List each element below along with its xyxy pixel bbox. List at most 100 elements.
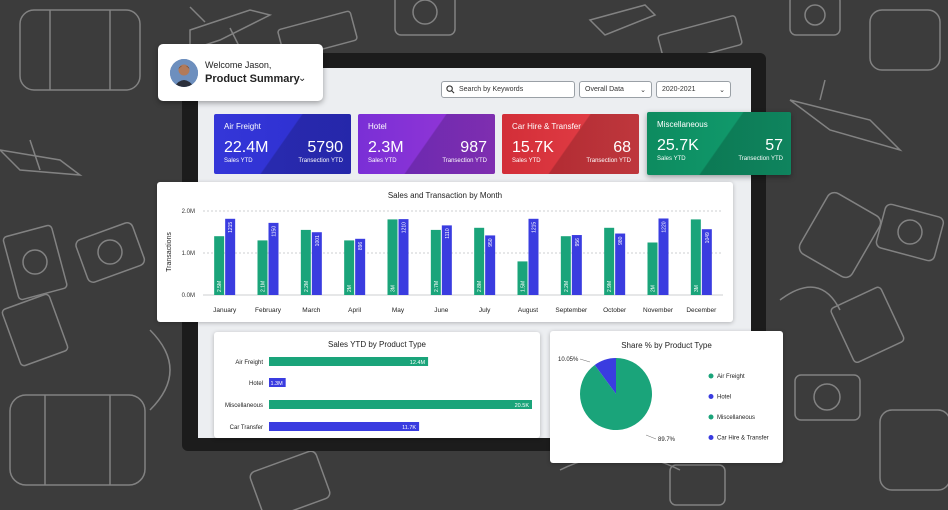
- x-tick-label: April: [348, 307, 362, 314]
- camera-icon: [75, 222, 146, 283]
- airplane-icon: [0, 139, 83, 176]
- sales-data-label: 2.5M: [217, 281, 223, 292]
- x-tick-label: June: [434, 307, 448, 314]
- kpi-sales-label: Sales YTD: [512, 158, 541, 164]
- y-tick-label: 1.0M: [182, 251, 195, 257]
- kpi-card-miscellaneous[interactable]: Miscellaneous 25.7K 57 Sales YTD Transec…: [647, 112, 791, 175]
- transaction-bar: [528, 218, 539, 295]
- transaction-data-label: 980: [618, 236, 624, 245]
- x-tick-label: May: [392, 307, 405, 314]
- sales-data-label: 2.7M: [434, 281, 440, 292]
- kpi-transaction-label: Transection YTD: [738, 156, 783, 162]
- user-avatar-icon: [170, 59, 198, 87]
- transaction-bar: [398, 219, 409, 295]
- kpi-card-car-hire[interactable]: Car Hire & Transfer 15.7K 68 Sales YTD T…: [502, 114, 639, 174]
- airplane-icon: [588, 4, 657, 36]
- share-pie-panel: Share % by Product Type 10.05% 89.7% Air F…: [550, 331, 783, 463]
- x-tick-label: August: [518, 307, 538, 314]
- luggage-tag-icon: [798, 191, 882, 279]
- kpi-card-air-freight[interactable]: Air Freight 22.4M 5790 Sales YTD Transec…: [214, 114, 351, 174]
- sales-bar: [300, 229, 311, 295]
- legend-marker: [708, 394, 714, 399]
- transaction-bar: [658, 218, 669, 295]
- passport-icon: [830, 286, 905, 364]
- legend-marker: [708, 414, 714, 420]
- value-bar: [269, 378, 286, 387]
- kpi-card-hotel[interactable]: Hotel 2.3M 987 Sales YTD Transection YTD: [358, 114, 495, 174]
- search-input[interactable]: Search by Keywords: [441, 81, 575, 98]
- monthly-bar-chart: Transactions 2.0M 1.0M 0.0M 2.5M 1215 January…: [166, 209, 723, 314]
- camera-icon: [875, 203, 945, 262]
- chevron-down-icon: ⌄: [640, 86, 646, 94]
- chart-title: Share % by Product Type: [621, 341, 712, 350]
- passport-icon: [1, 293, 69, 367]
- legend-marker: [708, 435, 714, 440]
- sales-by-product-chart: Air Freight 12.4M Hotel 1.3M Miscellaneous 20…: [225, 357, 532, 431]
- sales-data-label: 2M: [651, 285, 657, 292]
- transaction-bar: [441, 225, 452, 295]
- category-label: Hotel: [249, 381, 263, 387]
- transaction-bar: [485, 235, 496, 295]
- suitcase-icon: [869, 9, 941, 71]
- suitcase-icon: [9, 394, 146, 486]
- share-pie-chart: 10.05% 89.7% Air Freight Hotel Miscellaneous…: [558, 357, 769, 443]
- sales-bar: [430, 229, 441, 295]
- avatar[interactable]: [170, 59, 198, 87]
- kpi-transaction-value: 68: [613, 139, 631, 156]
- product-summary-title[interactable]: Product Summary: [205, 73, 300, 85]
- category-label: Car Transfer: [230, 425, 263, 431]
- sales-bar: [474, 227, 485, 295]
- chevron-down-icon[interactable]: ⌄: [298, 73, 307, 84]
- data-label: 11.7K: [402, 425, 416, 431]
- kpi-title: Air Freight: [224, 122, 261, 131]
- data-label: 1.3M: [270, 381, 283, 387]
- transaction-data-label: 1049: [705, 232, 711, 243]
- monthly-chart-panel: Sales and Transaction by Month Transacti…: [157, 182, 733, 322]
- legend-label: Miscellaneous: [717, 415, 755, 421]
- transaction-bar: [571, 235, 582, 295]
- transaction-bar: [355, 238, 366, 295]
- period-select[interactable]: 2020-2021 ⌄: [656, 81, 731, 98]
- airplane-icon: [789, 79, 903, 152]
- y-tick-label: 2.0M: [182, 209, 195, 215]
- transaction-data-label: 956: [575, 238, 581, 247]
- kpi-title: Car Hire & Transfer: [512, 122, 581, 131]
- sales-data-label: 1.5M: [521, 281, 527, 292]
- category-label: Air Freight: [235, 360, 263, 366]
- camera-icon: [794, 374, 861, 421]
- data-scope-select[interactable]: Overall Data ⌄: [579, 81, 652, 98]
- suitcase-icon: [19, 9, 141, 91]
- sales-data-label: 2.2M: [304, 281, 310, 292]
- transaction-data-label: 1001: [315, 235, 321, 246]
- sales-bar: [604, 227, 615, 295]
- sales-bar: [344, 240, 355, 295]
- sales-data-label: 2.1M: [261, 281, 267, 292]
- kpi-transaction-label: Transection YTD: [298, 158, 343, 164]
- transaction-data-label: 1215: [228, 222, 234, 233]
- sales-data-label: 2.9M: [607, 281, 613, 292]
- period-value: 2020-2021: [662, 86, 696, 93]
- welcome-card[interactable]: Welcome Jason, Product Summary ⌄: [158, 44, 323, 101]
- sales-bar: [517, 261, 528, 295]
- passport-icon: [2, 224, 68, 301]
- value-bar: [269, 400, 532, 409]
- sales-bar: [690, 219, 701, 295]
- value-bar: [269, 422, 420, 431]
- x-tick-label: November: [643, 307, 674, 314]
- x-tick-label: February: [255, 307, 282, 314]
- welcome-greeting: Welcome Jason,: [205, 60, 272, 70]
- slice-label: 89.7%: [658, 437, 676, 443]
- kpi-sales-label: Sales YTD: [657, 156, 686, 162]
- sales-data-label: 2M: [347, 285, 353, 292]
- kpi-sales-value: 2.3M: [368, 139, 404, 156]
- camera-icon: [669, 464, 726, 506]
- y-tick-label: 0.0M: [182, 293, 195, 299]
- sales-data-label: 2.8M: [477, 281, 483, 292]
- kpi-transaction-value: 57: [765, 137, 783, 154]
- kpi-transaction-value: 5790: [307, 139, 343, 156]
- data-label: 12.4M: [410, 360, 426, 366]
- slice-leader-line: [579, 358, 591, 363]
- x-tick-label: March: [302, 307, 320, 314]
- slice-leader-line: [645, 434, 657, 440]
